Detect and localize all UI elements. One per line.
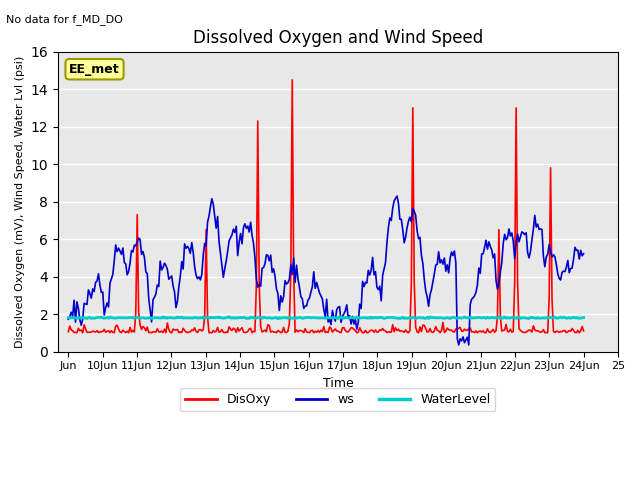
WaterLevel [127, 315, 135, 321]
Text: No data for f_MD_DO: No data for f_MD_DO [6, 14, 124, 25]
ws [554, 271, 561, 276]
WaterLevel [218, 315, 226, 321]
ws [127, 248, 135, 253]
DisOxy [236, 328, 243, 334]
WaterLevel [237, 314, 244, 320]
DisOxy [244, 329, 252, 335]
WaterLevel [65, 315, 72, 321]
DisOxy [554, 328, 561, 334]
ws [580, 251, 588, 257]
Legend: DisOxy, ws, WaterLevel: DisOxy, ws, WaterLevel [180, 388, 495, 411]
ws [465, 342, 472, 348]
ws [218, 264, 226, 269]
Text: EE_met: EE_met [69, 63, 120, 76]
Line: WaterLevel: WaterLevel [68, 317, 584, 319]
DisOxy [291, 329, 299, 335]
ws [236, 240, 243, 245]
ws [244, 223, 252, 229]
ws [65, 316, 72, 322]
DisOxy [289, 77, 296, 83]
ws [290, 255, 298, 261]
DisOxy [218, 327, 226, 333]
DisOxy [580, 328, 588, 334]
WaterLevel [580, 314, 588, 320]
DisOxy [127, 329, 135, 335]
WaterLevel [245, 315, 253, 321]
WaterLevel [291, 316, 299, 322]
WaterLevel [225, 314, 233, 320]
DisOxy [65, 329, 72, 335]
Title: Dissolved Oxygen and Wind Speed: Dissolved Oxygen and Wind Speed [193, 29, 483, 48]
Line: ws: ws [68, 196, 584, 345]
DisOxy [363, 330, 371, 336]
ws [393, 193, 401, 199]
WaterLevel [554, 315, 561, 321]
Y-axis label: Dissolved Oxygen (mV), Wind Speed, Water Lvl (psi): Dissolved Oxygen (mV), Wind Speed, Water… [15, 56, 25, 348]
Line: DisOxy: DisOxy [68, 80, 584, 333]
WaterLevel [412, 316, 419, 322]
X-axis label: Time: Time [323, 377, 353, 390]
